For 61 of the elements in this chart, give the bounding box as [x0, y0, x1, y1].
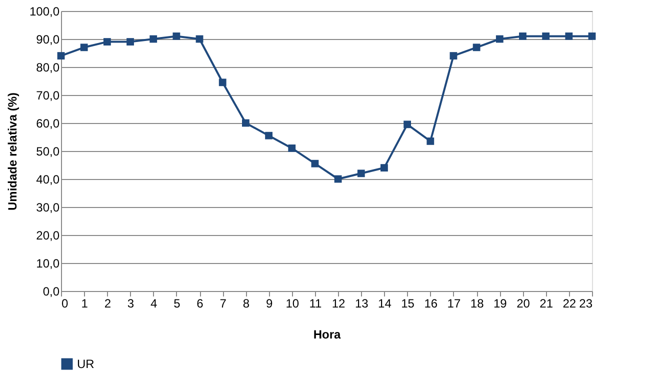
x-tick-label: 14 — [378, 296, 392, 310]
x-tick-label: 19 — [493, 296, 508, 310]
x-tick-label: 13 — [354, 296, 369, 310]
point — [334, 175, 342, 183]
point — [172, 32, 180, 40]
x-tick-label: 6 — [196, 296, 204, 310]
legend-label: UR — [77, 357, 95, 371]
x-tick-label: 15 — [401, 296, 415, 310]
point — [242, 119, 250, 127]
x-tick-label: 1 — [81, 296, 88, 310]
x-tick-label: 2 — [104, 296, 112, 310]
point — [380, 164, 388, 172]
x-tick-label: 17 — [447, 296, 461, 310]
point — [542, 32, 550, 40]
point — [150, 35, 158, 43]
point — [57, 52, 65, 60]
y-tick-label: 30,0 — [36, 200, 60, 214]
point — [404, 120, 412, 128]
point — [565, 32, 573, 40]
point — [519, 32, 526, 40]
x-tick-label: 7 — [220, 296, 227, 310]
point — [450, 52, 458, 60]
y-tick-label: 40,0 — [36, 172, 60, 186]
x-tick-label: 21 — [540, 296, 554, 310]
y-tick-label: 0,0 — [42, 284, 60, 298]
x-tick-label: 22 — [562, 296, 576, 310]
point — [426, 137, 434, 145]
point — [357, 170, 365, 178]
x-tick-label: 20 — [516, 296, 530, 310]
x-tick-label: 23 — [579, 296, 593, 310]
x-tick-label: 3 — [127, 296, 134, 310]
y-tick-label: 80,0 — [36, 60, 60, 74]
point — [472, 44, 480, 52]
y-tick-label: 20,0 — [36, 228, 60, 242]
point — [496, 35, 504, 43]
x-tick-label: 9 — [266, 296, 273, 310]
point — [218, 78, 226, 86]
y-tick-label: 100,0 — [29, 4, 60, 18]
point — [265, 132, 272, 140]
point — [311, 160, 319, 168]
x-tick-label: 18 — [470, 296, 484, 310]
point — [288, 144, 296, 152]
y-tick-label: 50,0 — [36, 144, 60, 158]
y-tick-label: 60,0 — [36, 116, 60, 130]
point — [588, 32, 596, 40]
y-tick-label: 90,0 — [36, 32, 60, 46]
x-tick-label: 16 — [424, 296, 438, 310]
y-tick-label: 70,0 — [36, 88, 60, 102]
point — [103, 38, 111, 46]
point — [80, 44, 88, 52]
point — [126, 38, 134, 46]
x-tick-label: 12 — [332, 296, 346, 310]
x-axis-title: Hora — [313, 328, 341, 342]
x-tick-label: 0 — [62, 296, 68, 310]
y-axis-title: Umidade relativa (%) — [5, 92, 20, 211]
x-tick-label: 8 — [242, 296, 250, 310]
x-tick-label: 11 — [309, 296, 322, 310]
x-tick-label: 10 — [286, 296, 300, 310]
y-tick-label: 10,0 — [36, 256, 60, 270]
x-tick-label: 4 — [150, 296, 158, 310]
x-tick-label: 5 — [174, 296, 181, 310]
